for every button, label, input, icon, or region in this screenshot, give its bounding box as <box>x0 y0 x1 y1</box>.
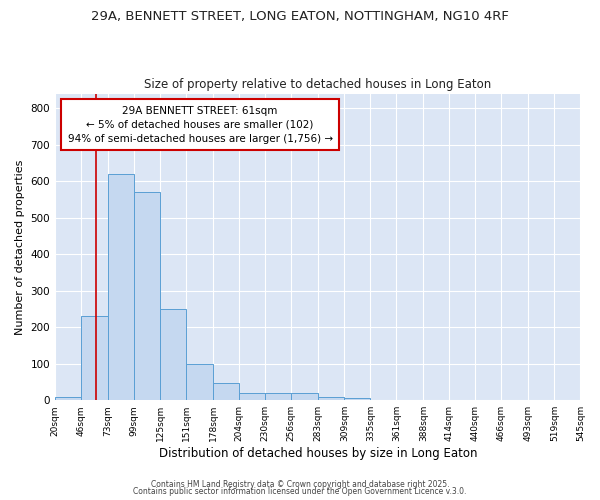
Bar <box>160 309 186 400</box>
Bar <box>265 393 291 400</box>
Bar <box>344 398 370 400</box>
Bar <box>186 364 213 400</box>
Y-axis label: Number of detached properties: Number of detached properties <box>15 159 25 334</box>
Text: Contains public sector information licensed under the Open Government Licence v.: Contains public sector information licen… <box>133 488 467 496</box>
Bar <box>318 398 344 400</box>
Bar <box>239 393 265 400</box>
Text: 29A, BENNETT STREET, LONG EATON, NOTTINGHAM, NG10 4RF: 29A, BENNETT STREET, LONG EATON, NOTTING… <box>91 10 509 23</box>
Bar <box>134 192 160 400</box>
Text: 29A BENNETT STREET: 61sqm
← 5% of detached houses are smaller (102)
94% of semi-: 29A BENNETT STREET: 61sqm ← 5% of detach… <box>68 106 333 144</box>
Bar <box>108 174 134 400</box>
Bar <box>55 396 81 400</box>
Bar <box>291 393 318 400</box>
Text: Contains HM Land Registry data © Crown copyright and database right 2025.: Contains HM Land Registry data © Crown c… <box>151 480 449 489</box>
X-axis label: Distribution of detached houses by size in Long Eaton: Distribution of detached houses by size … <box>158 447 477 460</box>
Bar <box>81 316 108 400</box>
Bar <box>213 382 239 400</box>
Title: Size of property relative to detached houses in Long Eaton: Size of property relative to detached ho… <box>144 78 491 91</box>
